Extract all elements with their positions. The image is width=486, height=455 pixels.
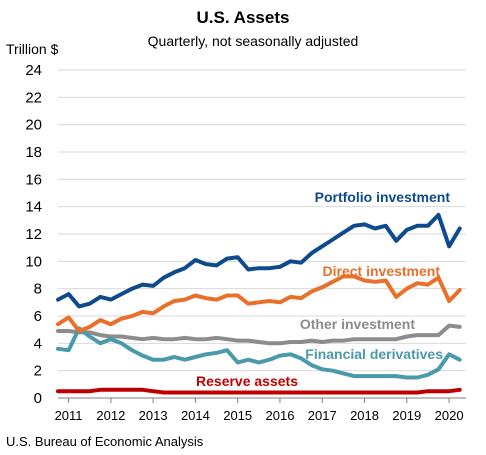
x-tick-labels: 2011 2012 2013 2014 2015 2016 2017 2018 2019 2020	[55, 398, 464, 423]
y-tick-label: 4	[34, 335, 42, 352]
y-tick-label: 6	[34, 308, 42, 325]
y-tick-label: 24	[25, 62, 42, 79]
y-tick-label: 20	[25, 117, 42, 134]
series-line-portfolio-investment	[56, 212, 462, 309]
x-tick-label: 2014	[181, 408, 210, 423]
x-tick-label: 2018	[350, 408, 379, 423]
y-tick-label: 14	[25, 199, 42, 216]
gridlines	[58, 69, 466, 399]
y-tick-label: 8	[34, 281, 42, 298]
y-axis-label: Trillion $	[6, 41, 59, 57]
x-tick-label: 2019	[392, 408, 421, 423]
series-labels: Portfolio investment Direct investment Oth…	[196, 189, 450, 389]
y-tick-label: 2	[34, 363, 42, 380]
series-label-financial-derivatives: Financial derivatives	[305, 346, 443, 362]
source-note: U.S. Bureau of Economic Analysis	[6, 434, 204, 449]
series-line-financial-derivatives	[56, 326, 462, 380]
x-tick-label: 2013	[139, 408, 168, 423]
x-tick-label: 2017	[308, 408, 337, 423]
x-tick-label: 2015	[223, 408, 252, 423]
x-tick-label: 2016	[266, 408, 295, 423]
y-tick-label: 12	[25, 226, 42, 243]
series-label-other-investment: Other investment	[300, 316, 415, 332]
y-tick-label: 18	[25, 144, 42, 161]
y-tick-label: 0	[34, 390, 42, 407]
y-tick-label: 16	[25, 171, 42, 188]
chart-title: U.S. Assets	[197, 8, 290, 27]
x-tick-label: 2011	[55, 408, 83, 423]
x-tick-label: 2020	[435, 408, 464, 423]
series-label-direct-investment: Direct investment	[323, 263, 441, 279]
series-lines	[56, 212, 462, 395]
series-label-portfolio-investment: Portfolio investment	[315, 189, 451, 205]
chart-subtitle: Quarterly, not seasonally adjusted	[148, 33, 359, 49]
x-tick-label: 2012	[96, 408, 125, 423]
y-tick-label: 22	[25, 89, 42, 106]
series-label-reserve-assets: Reserve assets	[196, 373, 298, 389]
y-tick-label: 10	[25, 253, 42, 270]
series-line-other-investment	[56, 323, 462, 346]
series-line-reserve-assets	[56, 387, 462, 395]
series-line-direct-investment	[56, 274, 462, 333]
